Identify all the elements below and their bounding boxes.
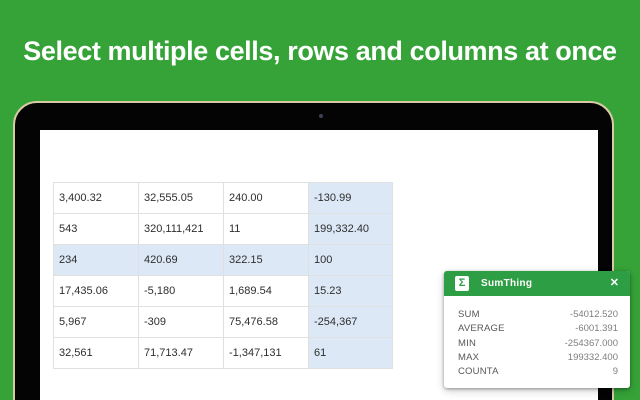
headline: Select multiple cells, rows and columns … [23,36,617,66]
stat-row: COUNTA 9 [458,365,618,379]
table-cell[interactable]: 32,555.05 [139,183,224,214]
table-cell[interactable]: 322.15 [224,245,309,276]
sumthing-popup: Σ SumThing ✕ SUM -54012.520 AVERAGE -6001.3… [444,271,630,389]
stat-label: MIN [458,337,477,349]
stat-value: -6001.391 [575,323,618,335]
stat-value: 9 [612,366,618,378]
close-button[interactable]: ✕ [609,271,620,296]
sigma-icon: Σ [455,276,469,291]
table-cell[interactable]: 199,332.40 [309,214,393,245]
stats-list: SUM -54012.520 AVERAGE -6001.391 MIN -254367.… [444,296,630,388]
table-cell[interactable]: 100 [309,245,393,276]
table-cell[interactable]: -254,367 [309,307,393,338]
table-cell[interactable]: 17,435.06 [54,276,139,307]
stat-label: AVERAGE [458,323,505,335]
stat-row: AVERAGE -6001.391 [458,322,618,336]
table-cell[interactable]: 3,400.32 [54,183,139,214]
popup-header: Σ SumThing ✕ [444,271,630,296]
table-cell[interactable]: 320,111,421 [139,214,224,245]
table-cell[interactable]: 1,689.54 [224,276,309,307]
stat-row: SUM -54012.520 [458,308,618,322]
table-cell[interactable]: 15.23 [309,276,393,307]
stat-value: -54012.520 [569,309,618,320]
table-cell[interactable]: 61 [309,338,393,369]
table-cell[interactable]: -309 [139,307,224,338]
close-icon: ✕ [609,277,619,289]
table-cell[interactable]: -1,347,131 [224,338,309,369]
table-cell[interactable]: -5,180 [139,276,224,307]
table-cell[interactable]: 240.00 [224,183,309,214]
stat-value: 199332.400 [567,351,618,363]
stat-label: COUNTA [458,366,499,378]
table-cell[interactable]: 5,967 [54,307,139,338]
table-cell[interactable]: 75,476.58 [224,307,309,338]
stat-row: MIN -254367.000 [458,337,618,351]
table-cell[interactable]: 32,561 [54,338,139,369]
stat-label: SUM [458,309,480,320]
tablet-screen: 3,400.32 32,555.05 240.00 -130.99 543 320,111… [40,130,630,400]
tablet-frame: 3,400.32 32,555.05 240.00 -130.99 543 320,111… [13,101,630,400]
stat-label: MAX [458,351,480,363]
table-cell[interactable]: 11 [224,214,309,245]
table-cell[interactable]: -130.99 [309,183,393,214]
table-cell[interactable]: 420.69 [139,245,224,276]
stat-row: MAX 199332.400 [458,351,618,365]
table-cell[interactable]: 234 [54,245,139,276]
stat-value: -254367.000 [564,337,618,349]
spreadsheet-table: 3,400.32 32,555.05 240.00 -130.99 543 320,111… [53,182,393,369]
camera-icon [319,114,323,118]
popup-title: SumThing [481,278,533,289]
table-cell[interactable]: 71,713.47 [139,338,224,369]
table-cell[interactable]: 543 [54,214,139,245]
